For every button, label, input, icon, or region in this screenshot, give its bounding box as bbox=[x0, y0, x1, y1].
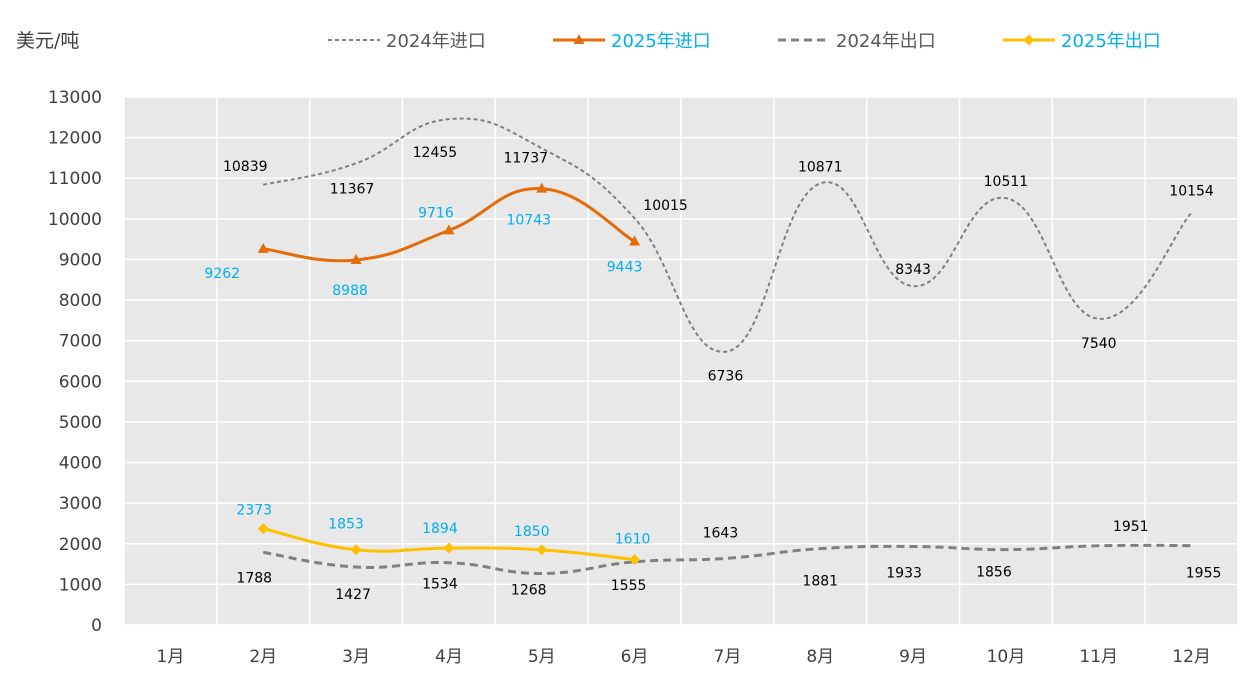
gridlines bbox=[123, 96, 1239, 626]
y-tick-label: 12000 bbox=[48, 129, 102, 149]
legend-label: 2024年进口 bbox=[386, 31, 486, 52]
legend-label: 2025年进口 bbox=[611, 31, 711, 52]
data-label: 1610 bbox=[615, 532, 651, 548]
y-tick-label: 2000 bbox=[59, 535, 102, 555]
data-label: 1853 bbox=[328, 517, 364, 533]
data-label: 1534 bbox=[422, 577, 458, 593]
y-tick-label: 6000 bbox=[59, 372, 102, 392]
data-point bbox=[443, 542, 455, 554]
data-label: 9262 bbox=[204, 266, 240, 282]
series-line bbox=[263, 117, 1193, 353]
data-label: 10511 bbox=[984, 174, 1029, 190]
legend-label: 2024年出口 bbox=[836, 31, 936, 52]
x-tick-label: 2月 bbox=[249, 647, 277, 667]
unit-label: 美元/吨 bbox=[16, 30, 79, 52]
x-tick-label: 7月 bbox=[714, 647, 742, 667]
data-point bbox=[257, 242, 269, 253]
data-label: 8988 bbox=[332, 283, 368, 299]
data-label: 10015 bbox=[643, 198, 688, 214]
x-tick-label: 9月 bbox=[899, 647, 927, 667]
series-layer bbox=[257, 117, 1193, 576]
data-label: 8343 bbox=[895, 262, 931, 278]
data-point bbox=[629, 554, 641, 566]
data-label: 1850 bbox=[514, 524, 550, 540]
data-label: 10154 bbox=[1169, 184, 1214, 200]
data-point bbox=[629, 235, 641, 246]
data-label: 10839 bbox=[223, 159, 268, 175]
data-label: 11737 bbox=[503, 150, 548, 166]
x-tick-label: 6月 bbox=[621, 647, 649, 667]
data-label: 1856 bbox=[976, 565, 1012, 581]
y-tick-label: 9000 bbox=[59, 250, 102, 270]
legend-label: 2025年出口 bbox=[1061, 31, 1161, 52]
legend-marker bbox=[573, 34, 585, 44]
data-label: 1788 bbox=[236, 570, 272, 586]
x-tick-label: 1月 bbox=[157, 647, 185, 667]
y-tick-label: 0 bbox=[91, 616, 102, 636]
x-tick-label: 5月 bbox=[528, 647, 556, 667]
x-tick-label: 10月 bbox=[987, 647, 1026, 667]
y-tick-label: 11000 bbox=[48, 169, 102, 189]
y-tick-label: 8000 bbox=[59, 291, 102, 311]
y-tick-label: 10000 bbox=[48, 210, 102, 230]
data-label: 7540 bbox=[1081, 336, 1117, 352]
data-label: 1427 bbox=[335, 587, 371, 603]
x-tick-label: 3月 bbox=[342, 647, 370, 667]
data-label: 9443 bbox=[607, 259, 643, 275]
series-line bbox=[263, 543, 1192, 576]
x-tick-label: 4月 bbox=[435, 647, 463, 667]
data-label: 1955 bbox=[1186, 566, 1222, 582]
x-tick-label: 8月 bbox=[806, 647, 834, 667]
data-label: 11367 bbox=[330, 181, 375, 197]
x-axis-ticks: 1月 2月 3月 4月 5月 6月 7月 8月 9月 10月 11月 12月 bbox=[157, 647, 1211, 667]
legend-marker bbox=[1023, 34, 1035, 46]
data-label: 10743 bbox=[506, 213, 551, 229]
data-label: 12455 bbox=[413, 145, 458, 161]
data-point bbox=[350, 544, 362, 556]
data-label: 2373 bbox=[236, 503, 272, 519]
y-tick-label: 7000 bbox=[59, 332, 102, 352]
x-tick-label: 12月 bbox=[1172, 647, 1211, 667]
data-label: 1894 bbox=[422, 521, 458, 537]
data-point bbox=[257, 523, 269, 535]
legend: 2024年进口 2025年进口 2024年出口 2025年出口 bbox=[328, 31, 1161, 52]
data-label: 1555 bbox=[611, 578, 647, 594]
data-point bbox=[443, 224, 455, 235]
data-point bbox=[536, 182, 548, 193]
data-labels: 10839 11367 12455 11737 10015 6736 10871 8343 10… bbox=[204, 145, 1221, 603]
y-tick-label: 13000 bbox=[48, 88, 102, 108]
data-label: 1268 bbox=[511, 582, 547, 598]
data-point bbox=[536, 544, 548, 556]
y-tick-label: 5000 bbox=[59, 413, 102, 433]
data-label: 10871 bbox=[798, 159, 843, 175]
data-label: 9716 bbox=[418, 205, 454, 221]
data-label: 1881 bbox=[802, 574, 838, 590]
data-point bbox=[350, 253, 362, 264]
x-tick-label: 11月 bbox=[1079, 647, 1118, 667]
data-label: 6736 bbox=[708, 368, 744, 384]
y-tick-label: 4000 bbox=[59, 454, 102, 474]
y-tick-label: 3000 bbox=[59, 494, 102, 514]
data-label: 1933 bbox=[886, 565, 922, 581]
y-tick-label: 1000 bbox=[59, 575, 102, 595]
data-label: 1951 bbox=[1113, 519, 1149, 535]
y-axis-ticks: 0 1000 2000 3000 4000 5000 6000 7000 8000 9000 100… bbox=[48, 88, 102, 636]
data-label: 1643 bbox=[703, 525, 739, 541]
